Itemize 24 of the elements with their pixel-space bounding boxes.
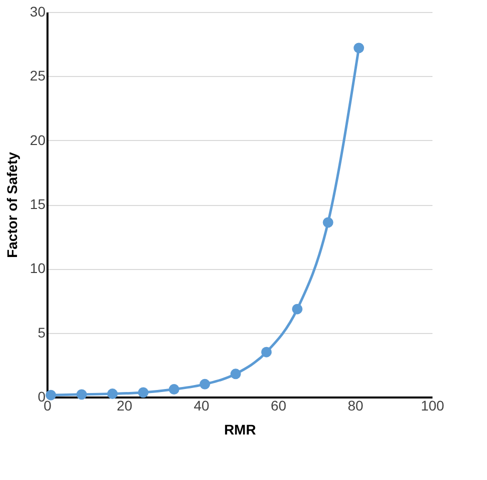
- y-tick-label: 15: [30, 196, 46, 212]
- point: [200, 378, 210, 390]
- point: [107, 388, 118, 400]
- x-tick-label: 40: [194, 398, 210, 414]
- y-tick-label: 20: [30, 132, 46, 148]
- point: [46, 390, 56, 400]
- y-tick-label: 10: [30, 260, 46, 276]
- point: [76, 389, 87, 400]
- y-tick-label: 30: [30, 4, 46, 20]
- y-tick-label: 5: [38, 324, 46, 340]
- point: [138, 387, 148, 398]
- point: [322, 217, 334, 228]
- point: [354, 42, 364, 54]
- point: [292, 304, 302, 314]
- x-tick-label: 100: [420, 398, 444, 414]
- x-axis-title: RMR: [224, 422, 256, 438]
- y-tick-label: 25: [30, 68, 46, 84]
- point: [168, 384, 180, 395]
- point: [261, 346, 272, 358]
- x-tick-label: 60: [270, 398, 286, 414]
- x-tick-label: 80: [348, 398, 364, 414]
- y-axis-title: Factor of Safety: [4, 152, 20, 258]
- point: [230, 368, 241, 380]
- x-tick-label: 20: [116, 398, 132, 414]
